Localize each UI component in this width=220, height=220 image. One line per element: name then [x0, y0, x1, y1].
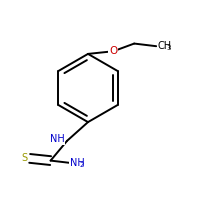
Text: 3: 3 [167, 45, 171, 51]
Text: CH: CH [157, 41, 171, 51]
Text: S: S [22, 153, 28, 163]
Text: NH: NH [50, 134, 65, 144]
Text: 2: 2 [80, 162, 84, 168]
Text: O: O [109, 46, 117, 56]
Text: NH: NH [70, 158, 84, 168]
